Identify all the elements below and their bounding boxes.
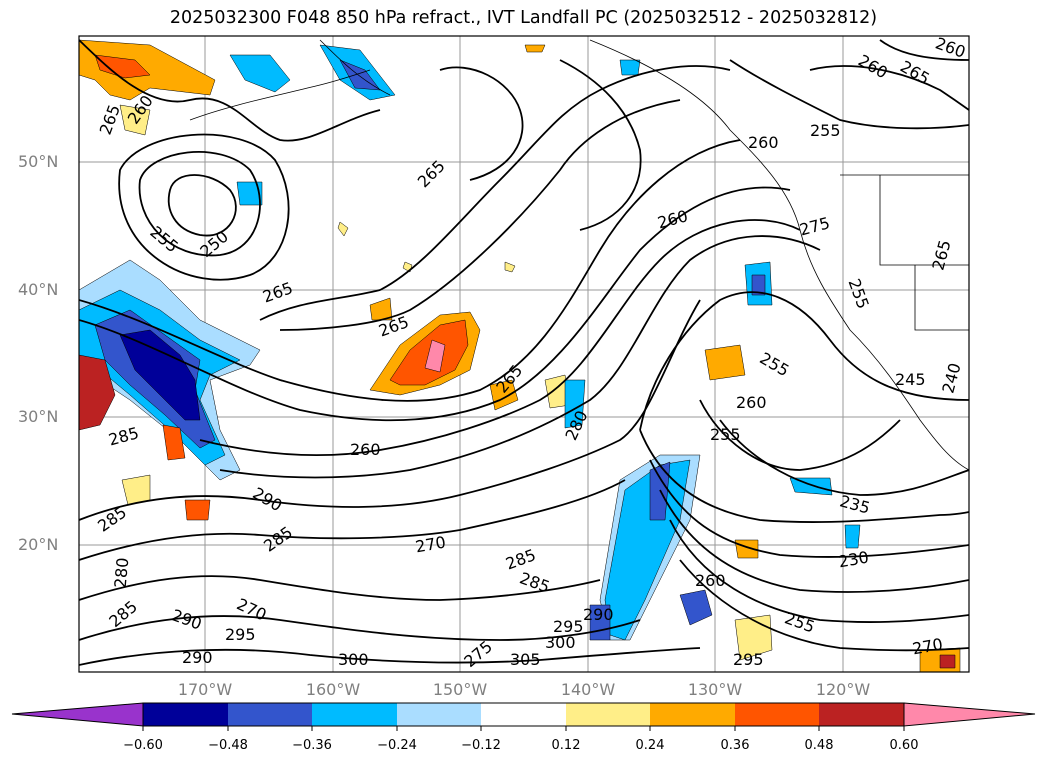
colorbar-under-arrow — [11, 702, 144, 727]
contour-label: 240 — [938, 361, 964, 395]
lat-label-40n: 40°N — [18, 280, 59, 299]
contour-label: 300 — [338, 650, 369, 669]
lon-label-150w: 150°W — [432, 680, 488, 699]
contour-label: 260 — [855, 51, 891, 83]
contour-label: 255 — [845, 276, 873, 311]
contour-label: 305 — [510, 650, 541, 669]
lon-label-170w: 170°W — [177, 680, 233, 699]
contour-label: 285 — [105, 597, 141, 631]
contour-label: 290 — [169, 605, 204, 633]
contour-label: 290 — [583, 605, 614, 624]
contour-label: 260 — [655, 206, 689, 232]
refractivity-contours — [79, 39, 969, 666]
lat-label-30n: 30°N — [18, 407, 59, 426]
fill-navy-core — [119, 329, 201, 421]
colorbar-tick-label: 0.24 — [635, 738, 665, 753]
lat-label-50n: 50°N — [18, 152, 59, 171]
contour-label: 250 — [196, 227, 232, 261]
colorbar — [11, 702, 1036, 731]
contour-label: 285 — [94, 503, 130, 536]
contour-label: 265 — [96, 102, 124, 137]
contour-label: 285 — [260, 523, 296, 556]
contour-label: 255 — [810, 121, 841, 140]
contour-label: 275 — [797, 213, 831, 239]
colorbar-tick-label: 0.48 — [804, 738, 834, 753]
contour-label: 290 — [182, 648, 213, 667]
colorbar-tick-label: 0.12 — [551, 738, 581, 753]
contour-label: 260 — [695, 571, 726, 590]
lon-label-160w: 160°W — [305, 680, 361, 699]
map-frame — [78, 35, 970, 673]
colorbar-tick-label: −0.36 — [292, 738, 332, 753]
lon-label-130w: 130°W — [687, 680, 743, 699]
colorbar-tick-label: −0.48 — [208, 738, 248, 753]
colorbar-tick-label: 0.36 — [720, 738, 750, 753]
colorbar-tick-label: −0.12 — [461, 738, 501, 753]
lat-label-20n: 20°N — [18, 535, 59, 554]
colorbar-bin — [228, 703, 312, 726]
contour-label: 255 — [782, 608, 817, 636]
colorbar-bin — [566, 703, 650, 726]
coastlines — [189, 39, 969, 471]
lon-label-120w: 120°W — [815, 680, 871, 699]
colorbar-tick-label: −0.24 — [377, 738, 417, 753]
contour-label: 285 — [106, 423, 140, 449]
contour-label: 265 — [928, 238, 954, 272]
contour-label: 230 — [837, 547, 870, 571]
colorbar-bin — [397, 703, 481, 726]
contour-label: 295 — [733, 650, 764, 669]
contour-label: 255 — [757, 349, 793, 381]
contour-label: 255 — [146, 222, 182, 256]
contour-label: 255 — [710, 425, 741, 444]
contour-label: 265 — [260, 278, 295, 306]
fill-nw-red — [94, 54, 151, 79]
colorbar-bin — [481, 703, 566, 726]
colorbar-tick-label: −0.60 — [123, 738, 163, 753]
colorbar-bin — [143, 703, 228, 726]
contour-label: 260 — [350, 440, 381, 459]
colorbar-bin — [312, 703, 397, 726]
lon-label-140w: 140°W — [560, 680, 616, 699]
contour-label: 275 — [460, 637, 496, 671]
contour-label: 295 — [225, 625, 256, 644]
contour-label: 260 — [748, 133, 779, 152]
contour-label: 285 — [517, 568, 552, 596]
contour-label: 260 — [736, 393, 767, 412]
colorbar-bin — [735, 703, 819, 726]
contour-label: 270 — [414, 532, 447, 556]
colorbar-bin — [650, 703, 735, 726]
contour-label: 300 — [545, 633, 576, 652]
contour-label: 290 — [250, 484, 286, 516]
colorbar-tick-label: 0.60 — [889, 738, 919, 753]
contour-label: 285 — [503, 545, 538, 573]
colorbar-over-arrow — [903, 702, 1036, 727]
contour-label: 245 — [895, 370, 926, 389]
map-title: 2025032300 F048 850 hPa refract., IVT La… — [169, 8, 878, 28]
colorbar-bin — [819, 703, 904, 726]
contour-label: 295 — [553, 617, 584, 636]
contour-label: 270 — [234, 594, 270, 624]
contour-label: 260 — [933, 33, 968, 61]
contour-label: 280 — [111, 557, 133, 589]
fill-nw-orange — [79, 39, 216, 101]
